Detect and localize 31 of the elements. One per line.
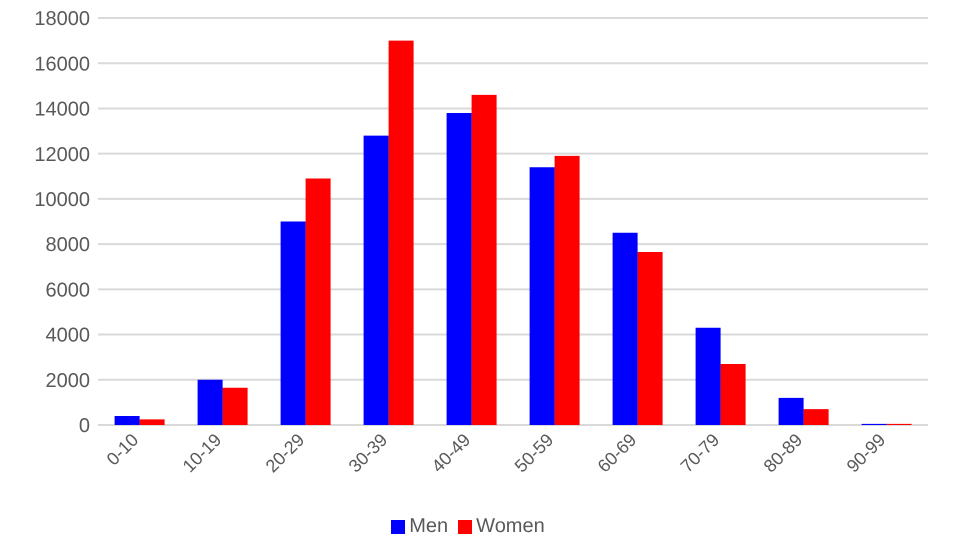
bar <box>388 40 414 425</box>
bar <box>530 167 555 425</box>
bar <box>720 364 746 425</box>
bar <box>612 232 638 425</box>
y-tick-label: 18000 <box>34 8 90 30</box>
bar <box>306 178 331 425</box>
y-tick-label: 2000 <box>46 370 90 392</box>
bar <box>446 112 472 425</box>
y-tick-label: 8000 <box>46 234 90 256</box>
y-tick-label: 12000 <box>34 144 90 166</box>
bar <box>222 388 248 425</box>
bar <box>696 328 721 425</box>
x-tick-label: 0-10 <box>102 430 142 470</box>
y-tick-label: 0 <box>78 415 90 438</box>
bar <box>804 409 829 425</box>
y-tick-label: 14000 <box>34 98 90 121</box>
bar <box>114 416 140 425</box>
bar <box>140 419 165 425</box>
bar <box>554 156 580 425</box>
legend-label: Men <box>409 515 448 537</box>
bar <box>280 222 306 425</box>
y-tick-label: 16000 <box>34 53 90 76</box>
y-tick-label: 6000 <box>46 279 90 302</box>
y-tick-label: 10000 <box>34 188 90 211</box>
bar <box>198 380 223 425</box>
bar <box>472 94 497 425</box>
legend-label: Women <box>476 515 545 537</box>
bar <box>778 398 804 425</box>
y-tick-label: 4000 <box>46 324 90 347</box>
bar <box>364 136 389 425</box>
bar <box>638 252 663 425</box>
